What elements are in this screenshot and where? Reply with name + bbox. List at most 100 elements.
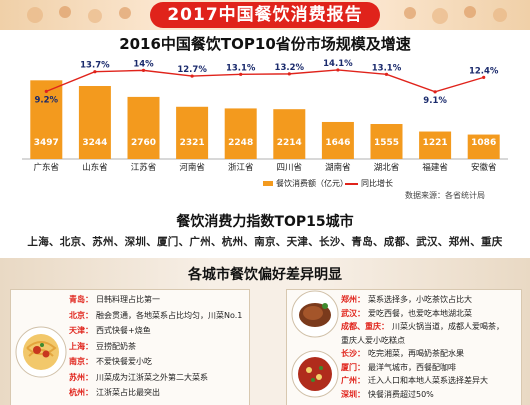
x-tick-label-2: 江苏省: [131, 162, 157, 173]
preference-text: 豆捞配奶茶: [96, 341, 136, 351]
growth-label-9: 12.4%: [469, 66, 499, 76]
preference-city: 长沙：: [341, 349, 365, 358]
preference-city: 南京：: [69, 357, 93, 366]
x-tick-label-1: 山东省: [82, 162, 108, 173]
growth-label-8: 9.1%: [423, 96, 447, 106]
top15-title: 餐饮消费力指数TOP15城市: [176, 214, 354, 230]
preference-city: 北京：: [69, 310, 93, 320]
preference-item: 厦门： 最洋气城市，西餐配咖啡: [341, 362, 456, 373]
growth-label-7: 13.1%: [372, 63, 402, 73]
preference-item: 杭州： 江浙菜占比最突出: [69, 387, 160, 398]
spaghetti-image: [15, 326, 67, 378]
growth-point-9: [482, 75, 486, 79]
fried-rice-image: [291, 350, 339, 398]
preference-item: 青岛： 日韩料理占比第一: [69, 294, 160, 305]
bar-7: [370, 124, 403, 159]
preference-item: 广州： 迁入人口和本地人菜系选择差异大: [341, 375, 488, 386]
preference-item: 南京： 不爱快餐爱小吃: [69, 356, 152, 367]
preference-text: 融会贯通，各地菜系占比均匀，川菜No.1: [96, 310, 243, 320]
bar-1: [78, 86, 111, 159]
legend-label-line: 同比增长: [361, 179, 393, 188]
food-pattern-left: [27, 6, 131, 23]
data-source: 数据来源：各省统计局: [405, 191, 485, 200]
preference-city: 苏州：: [69, 372, 93, 382]
preference-city: 天津：: [69, 326, 93, 335]
growth-point-1: [93, 70, 97, 74]
bar-2: [127, 96, 160, 159]
bar-value-label-9: 1086: [471, 138, 496, 148]
growth-point-3: [190, 74, 194, 78]
bar-5: [273, 109, 306, 159]
growth-label-5: 13.2%: [275, 63, 305, 73]
preference-city: 上海：: [69, 341, 93, 351]
growth-point-2: [141, 68, 146, 72]
preference-item: 郑州： 菜系选择多，小吃茶饮占比大: [341, 294, 472, 305]
preference-city: 厦门：: [341, 362, 365, 372]
legend-swatch-bar: [263, 181, 273, 186]
preference-city: 深圳：: [341, 389, 365, 399]
bar-9: [467, 134, 500, 159]
growth-label-6: 14.1%: [323, 59, 353, 69]
growth-label-1: 13.7%: [80, 61, 110, 71]
bar-8: [419, 131, 452, 159]
x-tick-label-3: 河南省: [179, 162, 205, 173]
x-tick-label-9: 安徽省: [471, 162, 497, 173]
preference-text: 江浙菜占比最突出: [96, 388, 160, 397]
bar-line-chart: 3497 广东省 3244 山东省 2760 江苏省 2321 河南省 2248 浙江省 2214 四…: [22, 59, 508, 173]
growth-point-7: [384, 72, 389, 76]
preferences-panel-right: 郑州： 菜系选择多，小吃茶饮占比大 武汉： 爱吃西餐，也爱吃本地湖北菜 成都、重庆： 川菜…: [286, 289, 522, 405]
preference-city: 成都、重庆：: [341, 322, 389, 331]
top-banner: 2017中国餐饮消费报告: [0, 0, 530, 30]
top15-city-list: 上海、北京、苏州、深圳、厦门、广州、杭州、南京、天津、长沙、青岛、成都、武汉、郑…: [27, 236, 503, 248]
preference-city: 青岛：: [69, 295, 93, 304]
preference-text: 川菜成为江浙菜之外第二大菜系: [96, 372, 208, 382]
x-tick-label-0: 广东省: [34, 162, 60, 173]
growth-label-3: 12.7%: [177, 65, 207, 75]
preference-text: 快餐消费超过50%: [368, 389, 434, 399]
bar-value-label-6: 1646: [325, 138, 350, 148]
growth-point-0: [44, 89, 48, 93]
preference-text: 不爱快餐爱小吃: [96, 357, 152, 366]
x-tick-label-6: 湖南省: [325, 162, 351, 173]
chart-title: 2016中国餐饮TOP10省份市场规模及增速: [119, 35, 411, 53]
bar-0: [30, 80, 63, 159]
x-tick-label-4: 浙江省: [228, 162, 254, 173]
food-pattern-right: [404, 6, 507, 24]
bar-value-label-0: 3497: [34, 138, 59, 148]
preference-item: 天津： 西式快餐+烧鱼: [69, 325, 151, 336]
bar-value-label-5: 2214: [277, 138, 302, 148]
bar-value-label-1: 3244: [82, 138, 107, 148]
bar-value-label-3: 2321: [180, 138, 205, 148]
preference-item: 苏州： 川菜成为江浙菜之外第二大菜系: [69, 372, 208, 383]
legend-item-line: 同比增长: [345, 178, 393, 189]
preference-item: 深圳： 快餐消费超过50%: [341, 389, 434, 400]
growth-point-5: [287, 72, 291, 76]
bar-6: [321, 121, 354, 159]
x-tick-label-7: 湖北省: [374, 162, 400, 173]
growth-label-2: 14%: [133, 59, 154, 69]
bar-3: [176, 106, 209, 159]
preference-item: 长沙： 吃完湘菜，再喝奶茶配水果: [341, 348, 464, 359]
preference-city: 杭州：: [69, 388, 93, 397]
growth-point-4: [239, 72, 243, 76]
preference-text: 最洋气城市，西餐配咖啡: [368, 362, 456, 372]
bar-4: [224, 108, 257, 159]
preference-item: 北京： 融会贯通，各地菜系占比均匀，川菜No.1: [69, 310, 242, 321]
preference-text: 菜系选择多，小吃茶饮占比大: [368, 295, 472, 304]
preference-item: 重庆人爱小吃糕点: [341, 335, 405, 346]
bar-value-label-8: 1221: [423, 138, 448, 148]
preference-text: 川菜火锅当道，成都人爱喝茶，: [392, 322, 504, 331]
banner-title: 2017中国餐饮消费报告: [150, 2, 380, 28]
preference-text: 西式快餐+烧鱼: [96, 326, 151, 335]
bar-value-label-4: 2248: [228, 138, 253, 148]
growth-label-0: 9.2%: [35, 95, 59, 105]
preference-item: 武汉： 爱吃西餐，也爱吃本地湖北菜: [341, 308, 472, 319]
growth-line: [46, 69, 484, 93]
legend-label-bar: 餐饮消费额（亿元）: [276, 179, 348, 188]
preference-text: 重庆人爱小吃糕点: [341, 335, 405, 345]
preference-city: 广州：: [341, 376, 365, 385]
bar-value-label-2: 2760: [131, 138, 156, 148]
preference-city: 郑州：: [341, 295, 365, 304]
preference-text: 迁入人口和本地人菜系选择差异大: [368, 376, 488, 385]
preferences-title: 各城市餐饮偏好差异明显: [188, 267, 342, 283]
